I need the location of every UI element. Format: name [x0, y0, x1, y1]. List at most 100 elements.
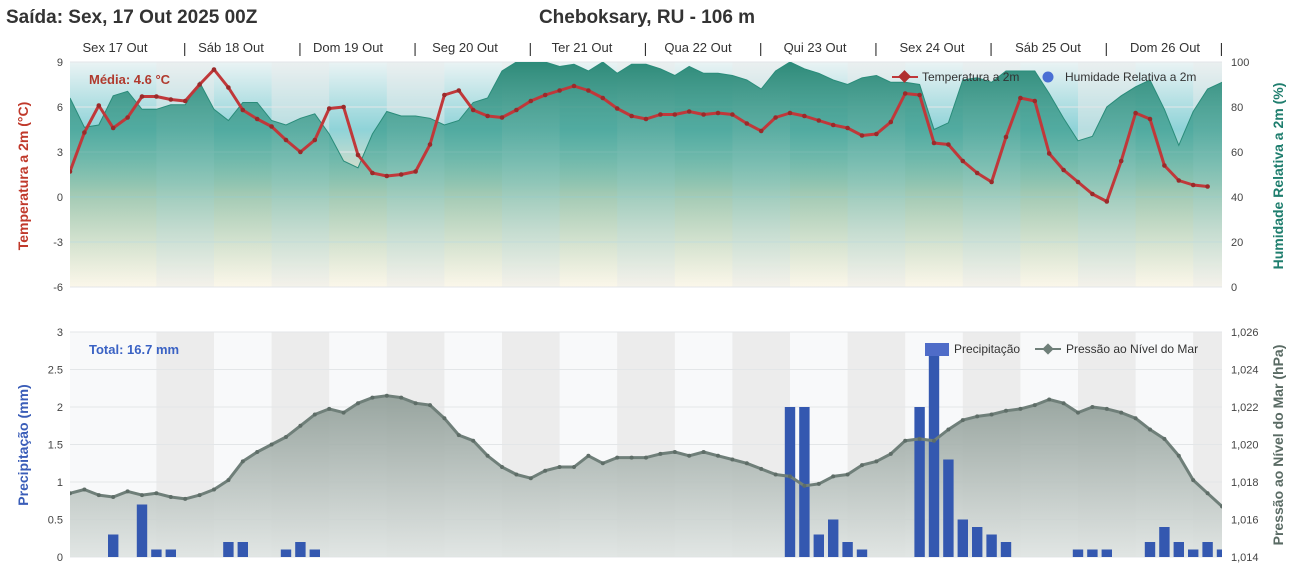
temperature-point	[643, 116, 649, 122]
humidity-line	[70, 62, 1222, 169]
y-tick-label: 3	[57, 327, 63, 339]
temperature-point	[686, 109, 692, 114]
temperature-point	[1147, 116, 1153, 122]
run-time-title: Saída: Sex, 17 Out 2025 00Z	[6, 7, 258, 28]
legend-humidity-marker	[1042, 71, 1054, 83]
pressure-point	[773, 472, 778, 477]
y-tick-label: 9	[57, 57, 63, 69]
precipitation-bar	[237, 542, 248, 557]
temperature-point	[82, 130, 87, 135]
precipitation-bar	[1188, 549, 1199, 557]
pressure-point	[816, 481, 821, 486]
pressure-point	[989, 412, 994, 417]
temperature-point	[1090, 191, 1095, 197]
pressure-point	[125, 489, 130, 494]
temperature-point	[298, 149, 303, 155]
temperature-point	[1133, 110, 1138, 116]
precipitation-bar	[1159, 527, 1170, 557]
precipitation-bars	[108, 354, 1222, 557]
pressure-point	[1119, 410, 1124, 415]
temperature-point	[125, 115, 130, 120]
temperature-point	[557, 88, 562, 93]
temperature-point	[1162, 163, 1167, 168]
y2-tick-label: 80	[1231, 102, 1243, 114]
precipitation-bar	[1101, 549, 1112, 557]
humidity-axis-title: Humidade Relativa a 2m (%)	[1270, 83, 1286, 270]
temperature-point	[1075, 179, 1081, 185]
temperature-point	[629, 113, 634, 119]
temperature-point	[701, 112, 706, 117]
precipitation-bar	[1072, 549, 1084, 557]
temperature-point	[1205, 184, 1210, 189]
pressure-point	[471, 438, 476, 443]
temperature-point	[70, 169, 73, 174]
precipitation-bar	[799, 407, 810, 557]
y-tick-label: -3	[53, 237, 63, 249]
precipitation-bar	[1173, 542, 1184, 557]
y2-tick-label: 1,014	[1231, 552, 1259, 564]
y2-tick-label: 1,016	[1231, 515, 1259, 527]
temperature-point	[398, 172, 404, 177]
temperature-point	[715, 110, 721, 116]
temperature-point	[614, 106, 620, 111]
day-separator: |	[528, 40, 532, 56]
legend-precipitation-marker	[925, 343, 949, 356]
precipitation-total: Total: 16.7 mm	[89, 342, 179, 357]
y2-tick-label: 1,020	[1231, 440, 1259, 452]
pressure-point	[312, 412, 317, 417]
precipitation-legend[interactable]: Precipitação Pressão ao Nível do Mar	[925, 342, 1198, 356]
y2-tick-label: 1,022	[1231, 402, 1259, 414]
temperature-point	[802, 113, 807, 119]
temperature-point	[427, 142, 433, 147]
temperature-point	[816, 118, 822, 123]
pressure-point	[341, 410, 346, 415]
day-separator: |	[298, 40, 302, 56]
temperature-point	[586, 88, 591, 93]
temperature-point	[758, 128, 764, 134]
pressure-point	[1104, 406, 1109, 411]
temperature-point	[499, 115, 505, 120]
pressure-point	[327, 406, 332, 411]
day-label: Dom 19 Out	[313, 40, 383, 55]
legend-humidity-label: Humidade Relativa a 2m	[1065, 70, 1196, 84]
pressure-point	[903, 438, 908, 443]
temperature-point	[974, 170, 980, 176]
pressure-point	[1047, 397, 1052, 402]
temperature-point	[917, 92, 922, 98]
pressure-point	[975, 414, 980, 419]
temperature-point	[182, 98, 188, 104]
precipitation-bar	[165, 549, 176, 557]
temperature-axis-ticks: -6 -3 0 3 6 9	[53, 57, 63, 294]
temperature-point	[845, 125, 850, 131]
pressure-point	[1263, 551, 1267, 555]
temperature-point	[1061, 167, 1066, 173]
pressure-point	[730, 457, 735, 462]
pressure-point	[1162, 436, 1167, 441]
precipitation-bar	[309, 549, 320, 557]
pressure-point	[226, 478, 231, 483]
pressure-point	[1148, 427, 1152, 432]
day-label: Qui 23 Out	[784, 40, 847, 55]
day-separator: |	[1104, 40, 1108, 56]
pressure-point	[586, 453, 591, 458]
precipitation-bar	[856, 549, 868, 557]
precipitation-bar	[828, 519, 839, 557]
pressure-point	[96, 493, 101, 498]
y-tick-label: 0.5	[48, 515, 63, 527]
pressure-axis-ticks: 1,014 1,016 1,018 1,020 1,022 1,024 1,026	[1231, 327, 1259, 564]
temperature-point	[1190, 182, 1196, 188]
temperature-point	[355, 152, 361, 158]
temperature-point	[730, 112, 735, 117]
day-label: Sex 24 Out	[899, 40, 964, 55]
day-separator: |	[1220, 40, 1224, 56]
precipitation-bar	[1087, 549, 1098, 557]
pressure-point	[701, 450, 706, 454]
pressure-point	[197, 493, 202, 498]
pressure-point	[82, 487, 87, 492]
y2-tick-label: 20	[1231, 237, 1243, 249]
temperature-point	[571, 83, 577, 89]
temperature-line	[70, 68, 1208, 203]
temperature-legend[interactable]: Temperatura a 2m Humidade Relativa a 2m	[892, 70, 1196, 84]
pressure-point	[644, 455, 648, 460]
temperature-mean: Média: 4.6 °C	[89, 72, 171, 87]
